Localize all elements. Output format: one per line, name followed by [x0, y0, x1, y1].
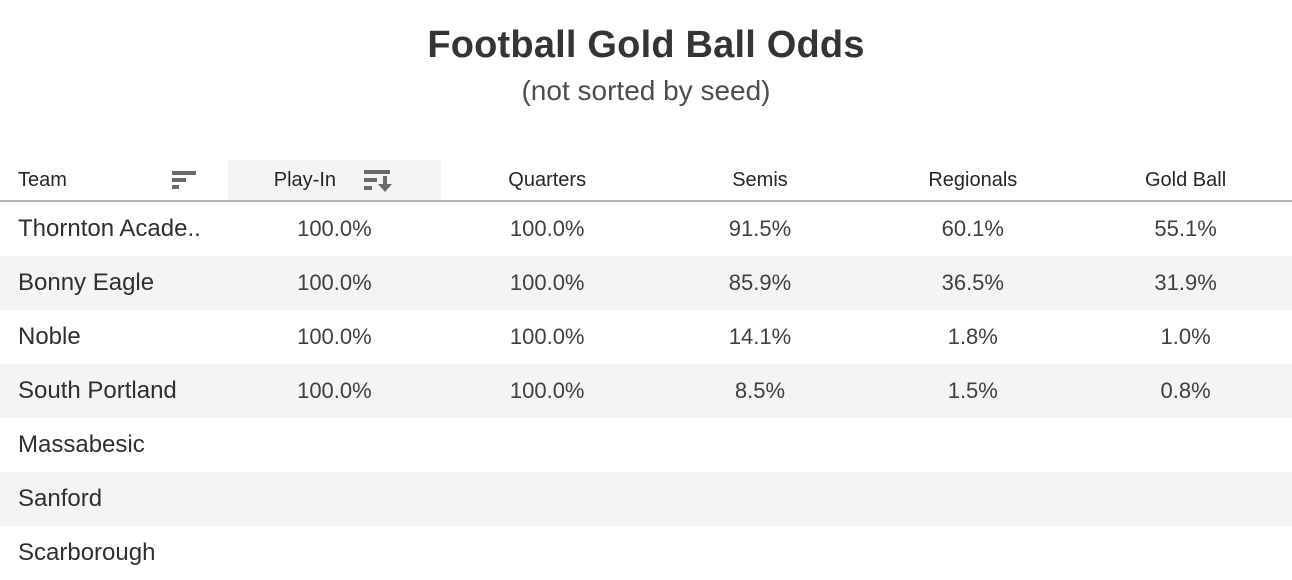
value-cell[interactable]: 85.9% [728, 270, 792, 295]
column-header-play-in-label: Play-In [273, 168, 337, 191]
value-cell[interactable]: 100.0% [297, 270, 372, 295]
table-row-bonny-eagle[interactable]: Bonny Eagle 100.0% 100.0% 85.9% 36.5% 31… [0, 256, 1292, 310]
value-cell[interactable]: 100.0% [297, 216, 372, 241]
odds-table: Team Play-In Qua [0, 160, 1292, 580]
column-header-semis[interactable]: Semis [654, 160, 867, 200]
column-header-team[interactable]: Team [0, 160, 228, 200]
value-cell[interactable]: 100.0% [509, 216, 585, 241]
table-row-sanford[interactable]: Sanford [0, 472, 1292, 526]
column-header-regionals[interactable]: Regionals [866, 160, 1079, 200]
table-row-south-portland[interactable]: South Portland 100.0% 100.0% 8.5% 1.5% 0… [0, 364, 1292, 418]
team-name-cell[interactable]: Scarborough [18, 539, 156, 566]
team-name-cell[interactable]: Noble [18, 323, 81, 350]
value-cell[interactable]: 100.0% [509, 270, 585, 295]
value-cell[interactable]: 55.1% [1154, 216, 1217, 241]
value-cell[interactable]: 91.5% [728, 216, 792, 241]
column-header-semis-label: Semis [732, 168, 788, 191]
value-cell[interactable]: 100.0% [509, 378, 585, 403]
team-name-cell[interactable]: Massabesic [18, 431, 145, 458]
value-cell[interactable]: 1.5% [947, 378, 998, 403]
value-cell[interactable]: 60.1% [941, 216, 1004, 241]
column-header-play-in[interactable]: Play-In [228, 160, 441, 200]
value-cell[interactable]: 1.8% [947, 324, 998, 349]
sort-bars-icon[interactable] [172, 170, 198, 190]
table-row-massabesic[interactable]: Massabesic [0, 418, 1292, 472]
column-header-quarters[interactable]: Quarters [441, 160, 654, 200]
team-name-cell[interactable]: South Portland [18, 377, 177, 404]
team-name-cell[interactable]: Sanford [18, 485, 103, 512]
table-row-noble[interactable]: Noble 100.0% 100.0% 14.1% 1.8% 1.0% [0, 310, 1292, 364]
team-name-cell[interactable]: Thornton Acade.. [18, 215, 201, 242]
value-cell[interactable]: 36.5% [941, 270, 1004, 295]
sort-descending-icon[interactable] [364, 169, 395, 192]
table-row-thornton-academy[interactable]: Thornton Acade.. 100.0% 100.0% 91.5% 60.… [0, 202, 1292, 256]
value-cell[interactable]: 0.8% [1160, 378, 1211, 403]
value-cell[interactable]: 8.5% [734, 378, 786, 403]
column-header-quarters-label: Quarters [508, 168, 587, 191]
value-cell[interactable]: 1.0% [1160, 324, 1211, 349]
value-cell[interactable]: 14.1% [728, 324, 792, 349]
column-header-regionals-label: Regionals [928, 168, 1018, 191]
table-header-row: Team Play-In Qua [0, 160, 1292, 202]
column-header-gold-ball-label: Gold Ball [1145, 168, 1227, 191]
column-header-gold-ball[interactable]: Gold Ball [1079, 160, 1292, 200]
chart-subtitle: (not sorted by seed) [521, 75, 771, 106]
chart-title: Football Gold Ball Odds [427, 24, 865, 66]
value-cell[interactable]: 31.9% [1154, 270, 1217, 295]
value-cell[interactable]: 100.0% [509, 324, 585, 349]
table-body: Thornton Acade.. 100.0% 100.0% 91.5% 60.… [0, 202, 1292, 580]
team-name-cell[interactable]: Bonny Eagle [18, 269, 155, 296]
column-header-team-label: Team [18, 168, 67, 191]
table-row-scarborough[interactable]: Scarborough [0, 526, 1292, 580]
value-cell[interactable]: 100.0% [297, 324, 372, 349]
value-cell[interactable]: 100.0% [297, 378, 372, 403]
